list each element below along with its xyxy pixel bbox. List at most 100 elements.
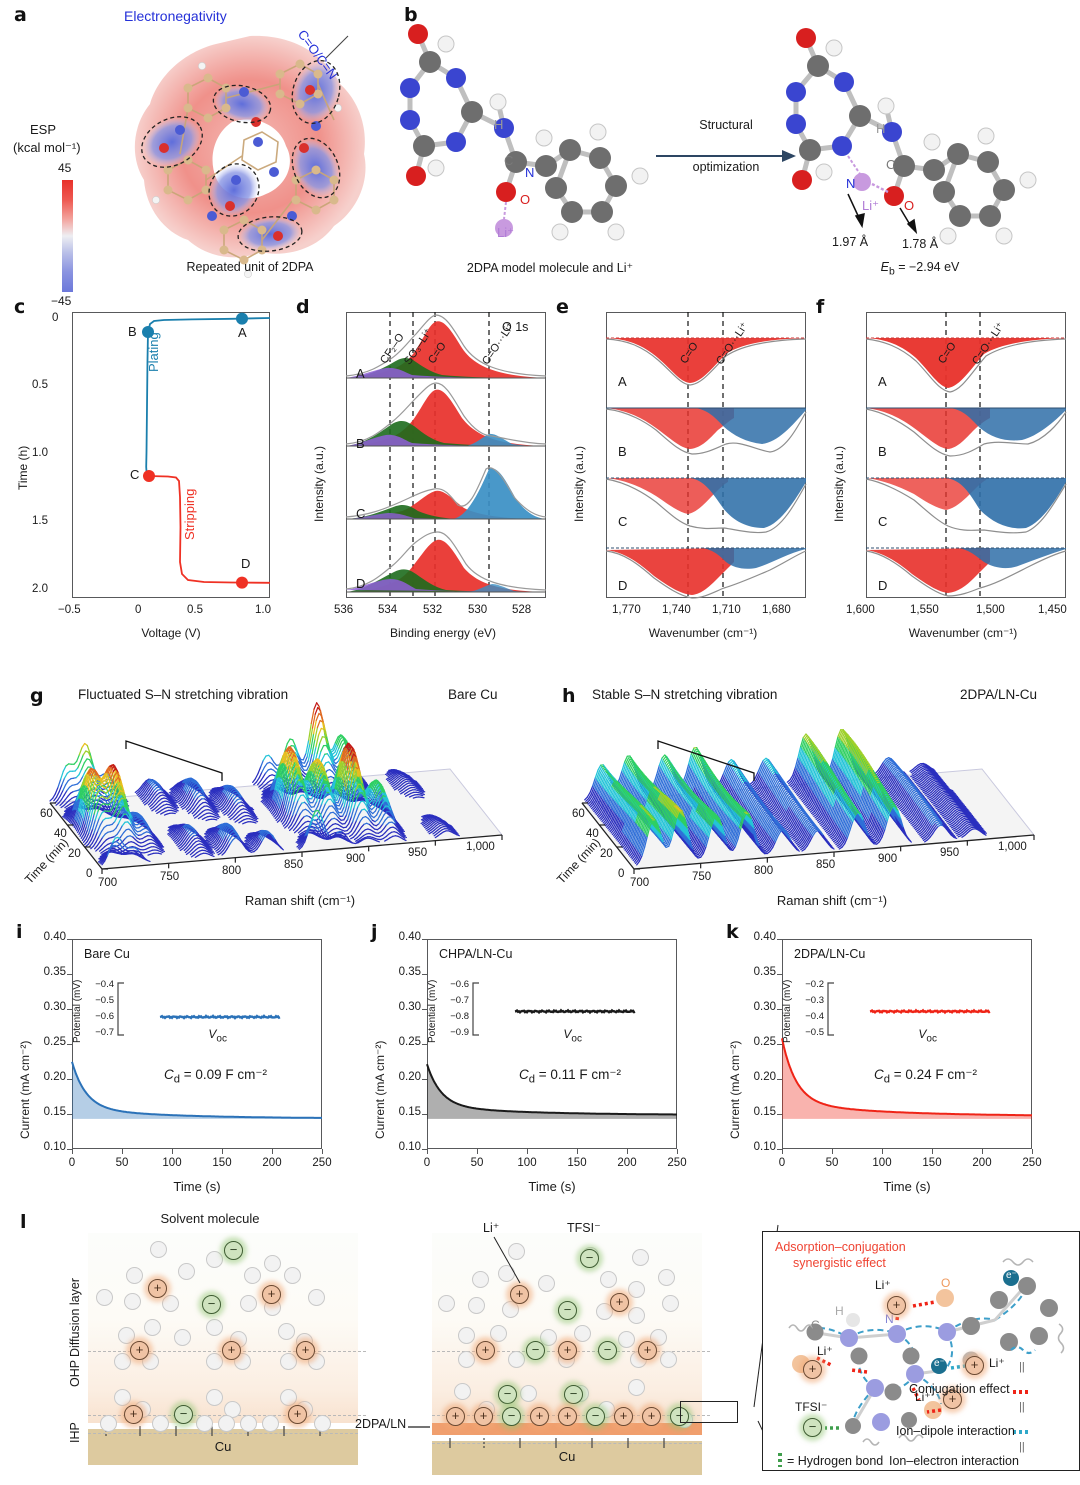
panel-i-inset-ytick-3: −0.7: [95, 1027, 114, 1038]
panel-k-xtick-2: 100: [872, 1157, 892, 1169]
panel-c-ytick-4: 2.0: [32, 583, 48, 595]
arrow-label-line2: optimization: [692, 160, 760, 174]
panel-d-xlabel: Binding energy (eV): [389, 626, 497, 640]
panel-j-inset-curve: [472, 982, 636, 1036]
cu-substrate-left: [88, 1429, 358, 1465]
li-ion: +: [642, 1407, 661, 1426]
panel-c-ylabel: Time (h): [16, 445, 30, 490]
panel-g-xtick-5: 950: [408, 847, 428, 859]
panel-a: a Electronegativity: [0, 0, 400, 308]
panel-k-xtick-mark-3: [932, 1149, 933, 1154]
panel-e-xtick-0: 1,770: [612, 604, 641, 616]
tfsi-ion: −: [670, 1407, 689, 1426]
panel-g-xtick-0: 700: [98, 877, 118, 889]
panel-j-ytick-mark-4: [422, 1009, 427, 1010]
panel-d-trace-B: B: [356, 436, 365, 451]
panel-i-voc-subscript: oc: [216, 1033, 227, 1045]
panel-d-xtick-4: 528: [512, 604, 532, 616]
stripping-annotation: Stripping: [182, 488, 197, 540]
esp-scale-min: −45: [51, 294, 72, 308]
binding-energy-symbol: E: [880, 260, 889, 274]
panel-h-xtick-3: 850: [816, 859, 836, 871]
panel-c-ytick-1: 0.5: [32, 379, 48, 391]
atom-label-C-left: C: [504, 153, 514, 168]
inset-li-label-2: Li⁺: [989, 1356, 1005, 1370]
panel-d-xtick-1: 534: [378, 604, 398, 616]
panel-c-label: c: [14, 296, 26, 318]
panel-i-ytick-4: 0.30: [43, 1001, 66, 1013]
panel-k-ytick-3: 0.25: [753, 1036, 776, 1048]
panel-j-xlabel: Time (s): [528, 1179, 576, 1194]
panel-f-trace-C: C: [878, 514, 888, 529]
plating-annotation: Plating: [146, 332, 161, 372]
inset-li-label-3: Li⁺: [915, 1390, 931, 1404]
panel-h-label: h: [562, 685, 576, 707]
panel-k-xtick-mark-0: [782, 1149, 783, 1154]
panel-f-xtick-2: 1,500: [976, 604, 1005, 616]
panel-g-xlabel: Raman shift (cm⁻¹): [244, 893, 356, 908]
row-label-ihp: IHP: [68, 1422, 82, 1443]
li-leader-line: [493, 1236, 521, 1284]
panel-h-sample: 2DPA/LN-Cu: [960, 687, 1038, 702]
panel-c-marker-A: A: [238, 325, 247, 340]
panel-j-ytick-5: 0.35: [398, 966, 421, 978]
inset-atom-label-C: C: [811, 1318, 820, 1332]
panel-j-xtick-mark-1: [477, 1149, 478, 1154]
panel-j-inset-ytick-2: −0.8: [450, 1011, 469, 1022]
li-ion: +: [803, 1360, 822, 1379]
molecule-2dpa-li-left: [400, 24, 649, 241]
panel-k-inset-ytick-0: −0.2: [805, 979, 824, 990]
panel-d-spectra: [345, 312, 547, 598]
panel-c: c A B C D Plating Stripping 0 0.5 1.0 1.…: [0, 290, 300, 660]
electronegativity-title: Electronegativity: [124, 8, 227, 24]
panel-i-xtick-2: 100: [162, 1157, 182, 1169]
panel-c-xtick-1: 0: [135, 604, 142, 616]
panel-i-inset-voc: Voc: [208, 1027, 227, 1044]
panel-k-ytick-mark-6: [777, 939, 782, 940]
panel-c-ytick-2: 1.0: [32, 447, 48, 459]
panel-c-marker-C: C: [130, 467, 140, 482]
panel-i-xtick-mark-1: [122, 1149, 123, 1154]
panel-i-ytick-mark-5: [67, 974, 72, 975]
panel-i-ytick-1: 0.15: [43, 1106, 66, 1118]
panel-k-sample: 2DPA/LN-Cu: [794, 947, 866, 961]
panel-k-ytick-mark-0: [777, 1149, 782, 1150]
inset-atom-label-H: H: [835, 1304, 844, 1318]
panel-h-xtick-6: 1,000: [998, 841, 1027, 853]
panel-d-xtick-3: 530: [468, 604, 488, 616]
panel-j-ytick-2: 0.20: [398, 1071, 421, 1083]
panel-h-xtick-1: 750: [692, 871, 712, 883]
panel-k-ytick-2: 0.20: [753, 1071, 776, 1083]
panel-d-trace-D: D: [356, 576, 366, 591]
panel-d-trace-C: C: [356, 506, 366, 521]
panel-j-ytick-mark-5: [422, 974, 427, 975]
panel-i-inset-ytick-2: −0.6: [95, 1011, 114, 1022]
cu-surface-line-middle: [432, 1443, 702, 1444]
panel-b-label: b: [404, 4, 418, 26]
panel-d-trace-A: A: [356, 366, 365, 381]
panel-e-xtick-3: 1,680: [762, 604, 791, 616]
panel-d-xtick-2: 532: [423, 604, 443, 616]
panel-k-voc-subscript: oc: [926, 1033, 937, 1045]
panel-c-xtick-3: 1.0: [255, 604, 271, 616]
panel-g-xtick-6: 1,000: [466, 841, 495, 853]
panel-k-ytick-mark-2: [777, 1079, 782, 1080]
esp-legend-title-1: ESP: [30, 122, 57, 137]
panel-i-ytick-6: 0.40: [43, 931, 66, 943]
panel-e: e C=O: [550, 290, 820, 660]
panel-j-xtick-mark-4: [627, 1149, 628, 1154]
li-ion: +: [288, 1405, 307, 1424]
panel-i-ytick-3: 0.25: [43, 1036, 66, 1048]
panel-k-xtick-mark-4: [982, 1149, 983, 1154]
panel-k-ytick-4: 0.30: [753, 1001, 776, 1013]
panel-e-trace-A: A: [618, 374, 627, 389]
panel-j-ytick-6: 0.40: [398, 931, 421, 943]
cu-substrate-middle: [432, 1441, 702, 1475]
panel-b-left-caption: 2DPA model molecule and Li⁺: [466, 261, 634, 275]
panel-i-xtick-mark-3: [222, 1149, 223, 1154]
panel-i-inset-curve: [117, 982, 281, 1036]
panel-j-inset-voc: Voc: [563, 1027, 582, 1044]
panel-k-cd-subscript: d: [883, 1073, 891, 1086]
panel-e-trace-B: B: [618, 444, 627, 459]
panel-i-curve: [71, 1061, 322, 1119]
